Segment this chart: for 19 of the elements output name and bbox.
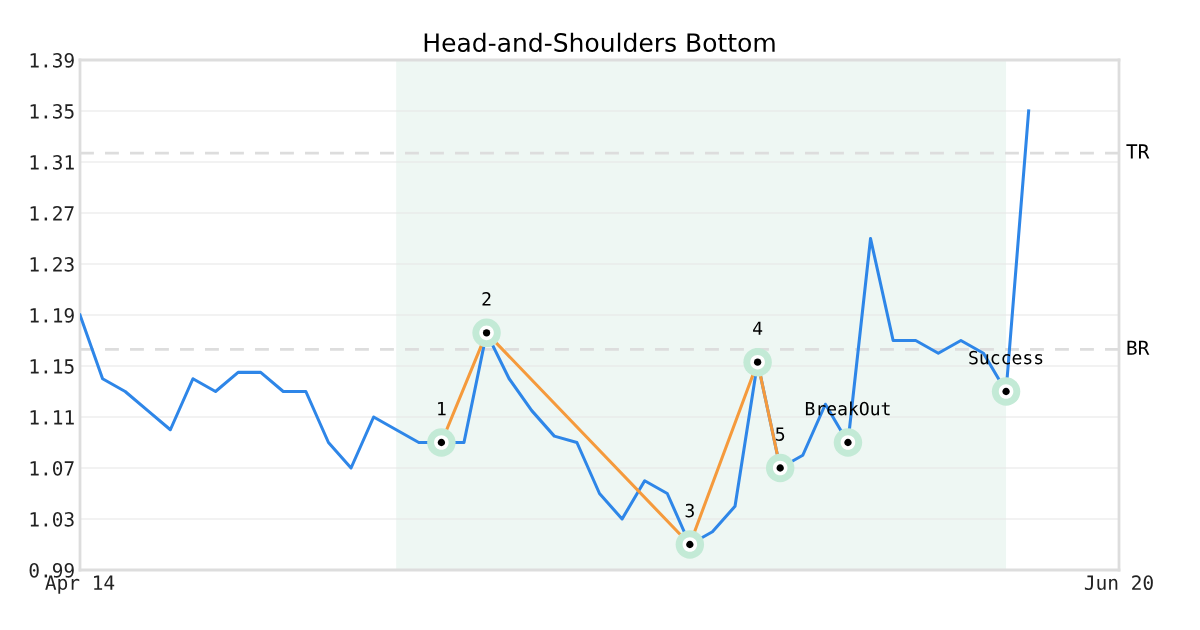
y-tick-label: 1.27 — [30, 206, 74, 221]
ref-line-label: TR — [1126, 144, 1150, 159]
x-tick-label: Jun 20 — [1084, 575, 1153, 591]
annotation: 3 — [685, 503, 694, 518]
y-tick-label: 1.07 — [30, 461, 74, 476]
y-tick-label: 1.23 — [30, 257, 74, 272]
annotation: 5 — [776, 427, 785, 441]
y-tick-label: 1.39 — [30, 53, 74, 68]
annotation: 1 — [438, 401, 446, 416]
annotation: 2 — [482, 292, 491, 306]
annotation: 4 — [753, 321, 763, 335]
y-tick-label: 1.31 — [30, 155, 74, 170]
y-tick-label: 1.35 — [30, 104, 74, 119]
y-tick-label: 1.03 — [30, 512, 74, 527]
y-tick-label: 1.11 — [30, 410, 74, 425]
ref-line-label: BR — [1127, 340, 1150, 355]
y-tick-label: 1.19 — [30, 308, 74, 323]
chart-title: Head-and-Shoulders Bottom — [424, 32, 775, 53]
y-tick-label: 1.15 — [30, 359, 74, 374]
